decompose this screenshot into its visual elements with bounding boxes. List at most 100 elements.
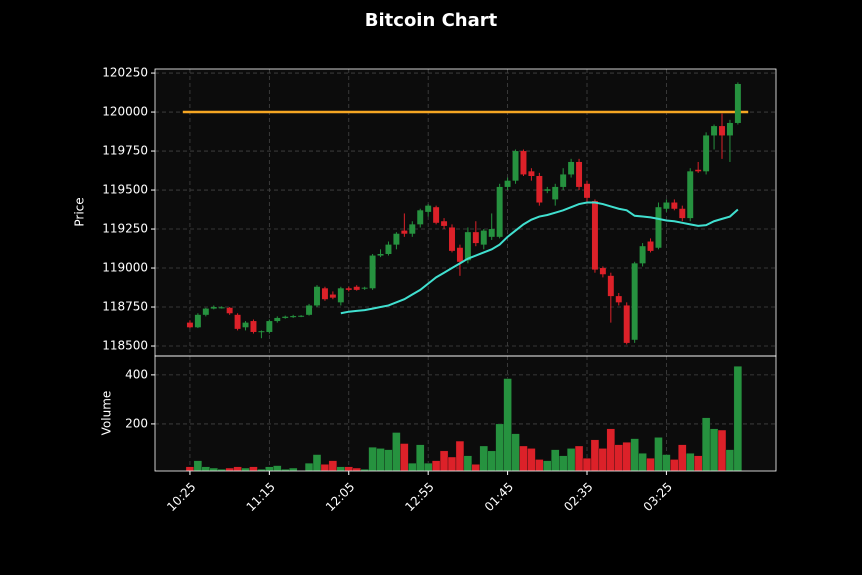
- y-tick-label: 120250: [102, 66, 148, 80]
- volume-bar: [455, 440, 465, 472]
- volume-bar: [447, 456, 457, 472]
- candle-body: [306, 305, 313, 315]
- volume-tick-label: 400: [125, 367, 148, 381]
- volume-bar: [273, 465, 282, 472]
- volume-bar: [694, 455, 703, 472]
- volume-bar: [725, 449, 735, 472]
- y-tick-label: 118750: [102, 300, 148, 314]
- candle-body: [464, 232, 471, 261]
- volume-bar: [193, 460, 203, 472]
- candle-body: [353, 286, 360, 290]
- volume-bar: [304, 463, 314, 472]
- volume-bar: [622, 442, 631, 472]
- volume-bar: [320, 464, 330, 472]
- candle-body: [576, 161, 583, 187]
- volume-bar: [233, 466, 242, 472]
- candle-body: [321, 288, 328, 300]
- candle-body: [433, 207, 440, 223]
- y-tick-label: 119500: [102, 183, 148, 197]
- volume-bar: [574, 445, 584, 472]
- candle-body: [623, 305, 630, 343]
- candle-body: [329, 294, 336, 298]
- candle-body: [218, 307, 225, 309]
- candle-body: [552, 186, 559, 200]
- candle-body: [599, 268, 606, 275]
- candle-body: [361, 287, 368, 289]
- candle-body: [258, 331, 265, 333]
- candle-body: [703, 135, 710, 172]
- volume-bar: [670, 459, 679, 472]
- volume-bar: [543, 460, 552, 472]
- candle-body: [194, 314, 201, 328]
- candle-body: [607, 275, 614, 297]
- candle-body: [250, 321, 257, 332]
- candle-body: [210, 307, 217, 309]
- candle-body: [584, 183, 590, 198]
- candle-body: [441, 221, 448, 226]
- candle-body: [401, 230, 408, 234]
- volume-bar: [376, 448, 385, 472]
- volume-bar: [606, 428, 615, 472]
- volume-bar: [479, 445, 488, 472]
- volume-bar: [431, 460, 441, 472]
- candle-body: [298, 315, 305, 317]
- volume-bar: [424, 463, 433, 472]
- volume-bar: [471, 464, 480, 472]
- candle-body: [202, 308, 209, 315]
- volume-bar: [630, 438, 639, 472]
- candle-body: [409, 224, 416, 234]
- candle-body: [377, 253, 384, 256]
- candle-body: [496, 186, 503, 237]
- volume-bar: [566, 448, 576, 472]
- candle-body: [449, 227, 455, 251]
- candle-body: [639, 246, 646, 264]
- candle-body: [631, 263, 638, 340]
- volume-bar: [646, 458, 655, 472]
- candle-body: [425, 205, 432, 212]
- candle-body: [274, 317, 281, 322]
- candle-body: [488, 229, 495, 237]
- volume-bar: [638, 453, 647, 472]
- volume-bar: [463, 455, 473, 472]
- volume-bar: [709, 428, 719, 472]
- candle-body: [266, 321, 273, 332]
- volume-tick-label: 200: [125, 416, 148, 430]
- volume-bar: [701, 417, 711, 472]
- volume-bar: [717, 429, 727, 472]
- volume-bar: [312, 454, 322, 472]
- chart-title: Bitcoin Chart: [365, 10, 498, 31]
- candle-body: [385, 244, 392, 254]
- volume-bar: [336, 466, 345, 472]
- volume-bar: [352, 467, 361, 472]
- candle-body: [337, 288, 344, 303]
- candle-body: [663, 202, 670, 209]
- candle-body: [671, 202, 678, 209]
- candle-body: [528, 171, 535, 177]
- candle-body: [512, 151, 519, 181]
- volume-bar: [400, 443, 409, 472]
- volume-bar: [527, 448, 536, 472]
- candle-body: [695, 169, 702, 172]
- volume-bar: [439, 450, 449, 472]
- candle-body: [655, 207, 662, 248]
- candle-body: [711, 126, 718, 136]
- volume-bar: [265, 466, 274, 472]
- candle-body: [591, 200, 598, 270]
- volume-bar: [344, 466, 353, 472]
- candle-body: [282, 316, 289, 318]
- candle-body: [734, 83, 741, 123]
- candle-body: [726, 122, 733, 136]
- volume-bar: [384, 449, 393, 472]
- volume-bar: [241, 467, 250, 472]
- candle-body: [615, 296, 622, 303]
- y-tick-label: 119250: [102, 222, 148, 236]
- candle-body: [393, 233, 400, 245]
- candle-body: [472, 232, 479, 244]
- candle-body: [520, 151, 527, 175]
- volume-bar: [678, 444, 687, 472]
- volume-bar: [662, 454, 671, 472]
- candle-body: [242, 322, 249, 328]
- candle-body: [345, 288, 352, 290]
- volume-bar: [408, 463, 417, 472]
